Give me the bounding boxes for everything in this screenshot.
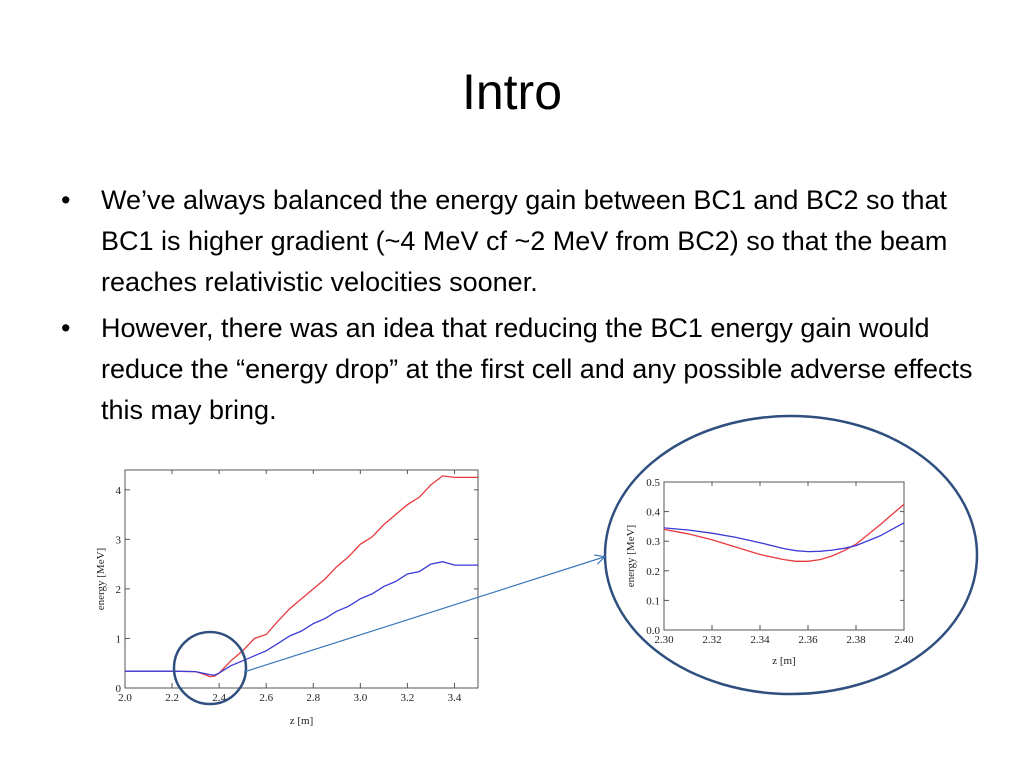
- x-tick-label: 2.38: [846, 634, 866, 646]
- series-line-blue: [663, 522, 905, 553]
- y-tick-label: 0.4: [646, 507, 660, 519]
- bullet-text: We’ve always balanced the energy gain be…: [101, 185, 948, 297]
- y-tick-label: 0.0: [646, 625, 660, 637]
- y-tick-label: 4: [116, 485, 122, 497]
- x-tick-label: 2.2: [165, 692, 179, 704]
- x-tick-label: 2.34: [750, 634, 770, 646]
- y-tick-label: 0.5: [646, 477, 660, 489]
- bullet-item: • However, there was an idea that reduci…: [55, 308, 975, 431]
- y-tick-label: 0.3: [646, 536, 660, 548]
- y-axis-label: energy [MeV]: [625, 525, 637, 587]
- bullet-list: • We’ve always balanced the energy gain …: [55, 180, 975, 436]
- y-tick-label: 2: [116, 584, 122, 596]
- y-tick-label: 0: [116, 683, 122, 695]
- bullet-item: • We’ve always balanced the energy gain …: [55, 180, 975, 303]
- y-tick-label: 1: [116, 633, 122, 645]
- x-tick-label: 2.0: [118, 692, 132, 704]
- x-tick-label: 2.30: [654, 634, 674, 646]
- bullet-dot: •: [61, 185, 71, 215]
- y-tick-label: 0.1: [646, 595, 660, 607]
- highlight-circle: [172, 630, 248, 706]
- x-tick-label: 2.8: [306, 692, 320, 704]
- y-tick-label: 3: [116, 534, 122, 546]
- x-tick-label: 3.2: [401, 692, 415, 704]
- y-axis-label: energy [MeV]: [95, 548, 107, 610]
- bullet-text: However, there was an idea that reducing…: [101, 313, 973, 425]
- x-axis-label: z [m]: [772, 655, 796, 667]
- chart-2: 2.30 2.32 2.34 2.36 2.38 2.40 0.0 0.1 0.2 0.3 0.4 0…: [625, 477, 914, 667]
- series-line-blue: [125, 561, 478, 676]
- x-tick-label: 3.4: [448, 692, 462, 704]
- series-line-red: [125, 475, 478, 678]
- plot-frame: [124, 469, 479, 689]
- bullet-dot: •: [61, 313, 71, 343]
- y-tick-label: 0.2: [646, 566, 660, 578]
- x-tick-label: 3.0: [353, 692, 367, 704]
- x-tick-label: 2.32: [702, 634, 721, 646]
- x-axis-label: z [m]: [290, 715, 314, 727]
- series-line-red: [663, 503, 905, 562]
- x-tick-label: 2.40: [894, 634, 914, 646]
- x-tick-label: 2.36: [798, 634, 818, 646]
- x-tick-label: 2.6: [259, 692, 273, 704]
- connector-arrow: [243, 557, 604, 673]
- slide-title: Intro: [461, 64, 563, 120]
- plot-frame: [663, 481, 905, 631]
